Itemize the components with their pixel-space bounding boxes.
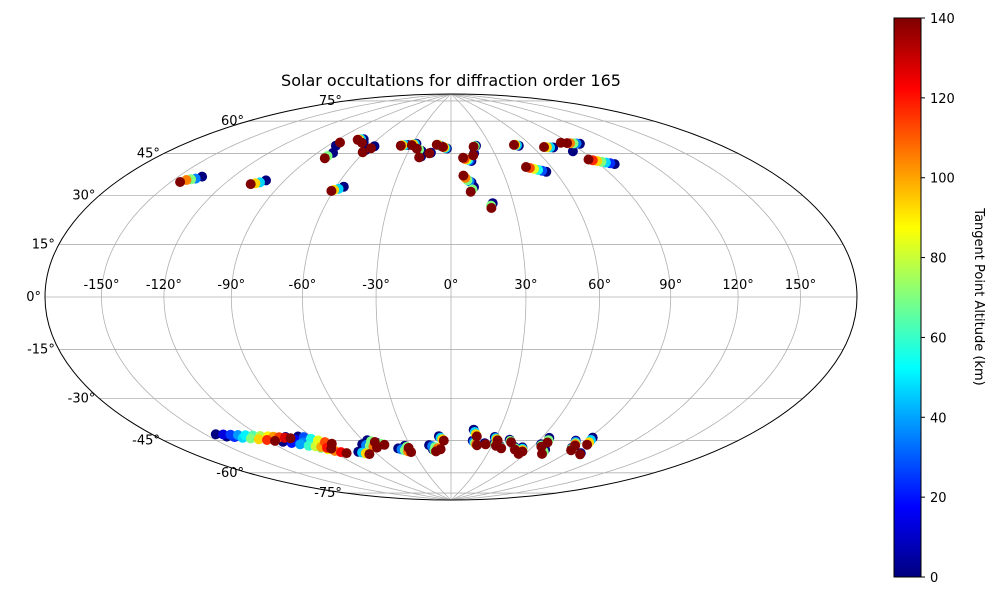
map-boundary <box>44 93 858 501</box>
occultation-point <box>431 446 441 457</box>
lon-tick-label: 30° <box>514 278 537 293</box>
colorbar-tick-label: 100 <box>930 172 955 187</box>
lon-tick-label: -60° <box>289 278 317 293</box>
occultation-point <box>270 435 280 446</box>
lon-tick-label: -120° <box>146 278 182 293</box>
occultation-point <box>471 431 482 442</box>
occultation-point <box>509 139 519 150</box>
occultation-point <box>424 148 435 159</box>
longitude-tick-labels: -150° -120° -90° -60° -30° 0° 30° 60° 90° 120° 150… <box>83 278 816 293</box>
occultation-point <box>575 449 586 460</box>
colorbar: 0 20 40 60 80 100 120 140 Tangent Point Altitud… <box>893 12 986 586</box>
occultation-point <box>566 445 577 456</box>
occultation-point <box>583 154 594 165</box>
colorbar-gradient <box>893 17 922 578</box>
lat-tick-label: -30° <box>68 392 96 407</box>
occultation-point <box>539 142 549 152</box>
occultation-point <box>465 186 476 197</box>
lat-tick-label: -45° <box>132 434 160 449</box>
colorbar-label: Tangent Point Altitude (km) <box>971 207 986 385</box>
occultation-point <box>366 143 376 154</box>
lon-tick-label: 150° <box>785 278 816 293</box>
occultation-point <box>486 203 497 213</box>
occultation-point <box>175 177 186 187</box>
occultation-point <box>458 170 469 181</box>
occultation-point <box>225 429 236 440</box>
occultation-point <box>521 162 531 172</box>
lat-tick-label: -15° <box>27 343 55 358</box>
lon-tick-label: -90° <box>217 278 245 293</box>
occultation-point <box>562 138 573 149</box>
occultation-point <box>414 152 425 163</box>
chart-title: Solar occultations for diffraction order… <box>281 71 621 90</box>
colorbar-tick-label: 0 <box>930 571 938 586</box>
lon-tick-label: 0° <box>444 278 459 293</box>
occultation-point <box>295 439 306 450</box>
occultation-point <box>326 185 337 196</box>
lon-tick-label: 60° <box>588 278 611 293</box>
colorbar-tick-label: 120 <box>930 92 955 107</box>
occultation-point <box>506 437 517 448</box>
occultation-point <box>356 137 367 148</box>
lon-tick-label: -30° <box>362 278 390 293</box>
lat-tick-label: -75° <box>314 486 342 501</box>
occultation-point <box>218 429 229 440</box>
occultation-point <box>537 448 547 459</box>
occultation-point <box>513 448 524 459</box>
lat-tick-label: 30° <box>72 189 95 204</box>
colorbar-tick-label: 60 <box>930 331 947 346</box>
lat-tick-label: 45° <box>137 146 160 161</box>
occultation-point <box>582 439 593 450</box>
occultation-point <box>438 435 449 446</box>
occultation-point <box>245 179 256 190</box>
occultation-point <box>379 439 390 450</box>
occultation-point <box>403 442 414 453</box>
occultation-point <box>438 142 448 152</box>
lat-tick-label: 0° <box>26 290 41 305</box>
colorbar-tick-label: 40 <box>930 411 947 426</box>
lon-tick-label: 90° <box>659 278 682 293</box>
occultation-point <box>245 433 256 444</box>
occultation-point <box>253 434 264 445</box>
occultation-point <box>319 153 330 164</box>
occultation-point <box>480 439 491 450</box>
occultation-point <box>567 146 578 157</box>
occultation-point <box>536 441 547 452</box>
colorbar-tick-label: 80 <box>930 252 947 267</box>
colorbar-ticks: 0 20 40 60 80 100 120 140 <box>921 12 955 586</box>
colorbar-tick-label: 140 <box>930 12 955 27</box>
occultation-point <box>262 435 272 445</box>
occultation-point <box>472 440 482 451</box>
occultation-point <box>458 152 469 163</box>
occultation-point <box>285 433 296 444</box>
occultation-point <box>326 438 337 449</box>
latitude-tick-labels: -75° -60° -45° -30° -15° 0° 15° 30° 45° 60° 75° <box>26 94 342 501</box>
occultation-point <box>335 137 345 148</box>
occultation-point <box>357 147 368 158</box>
lon-tick-label: -150° <box>83 278 119 293</box>
occultation-point <box>210 429 221 440</box>
lat-tick-label: 60° <box>221 114 244 129</box>
occultation-point <box>496 443 507 454</box>
colorbar-tick-label: 20 <box>930 491 947 506</box>
lat-tick-label: 15° <box>32 237 55 252</box>
graticule <box>45 94 857 500</box>
occultation-point <box>364 449 375 460</box>
occultation-points <box>175 134 620 460</box>
occultation-point <box>395 140 406 151</box>
occultation-point <box>341 448 352 459</box>
occultation-point <box>369 437 380 447</box>
lon-tick-label: 120° <box>722 278 753 293</box>
lat-tick-label: -60° <box>216 466 244 481</box>
occultation-point <box>468 141 479 152</box>
occultation-point <box>468 150 479 161</box>
lat-tick-label: 75° <box>319 94 342 109</box>
occultation-point <box>411 143 422 154</box>
